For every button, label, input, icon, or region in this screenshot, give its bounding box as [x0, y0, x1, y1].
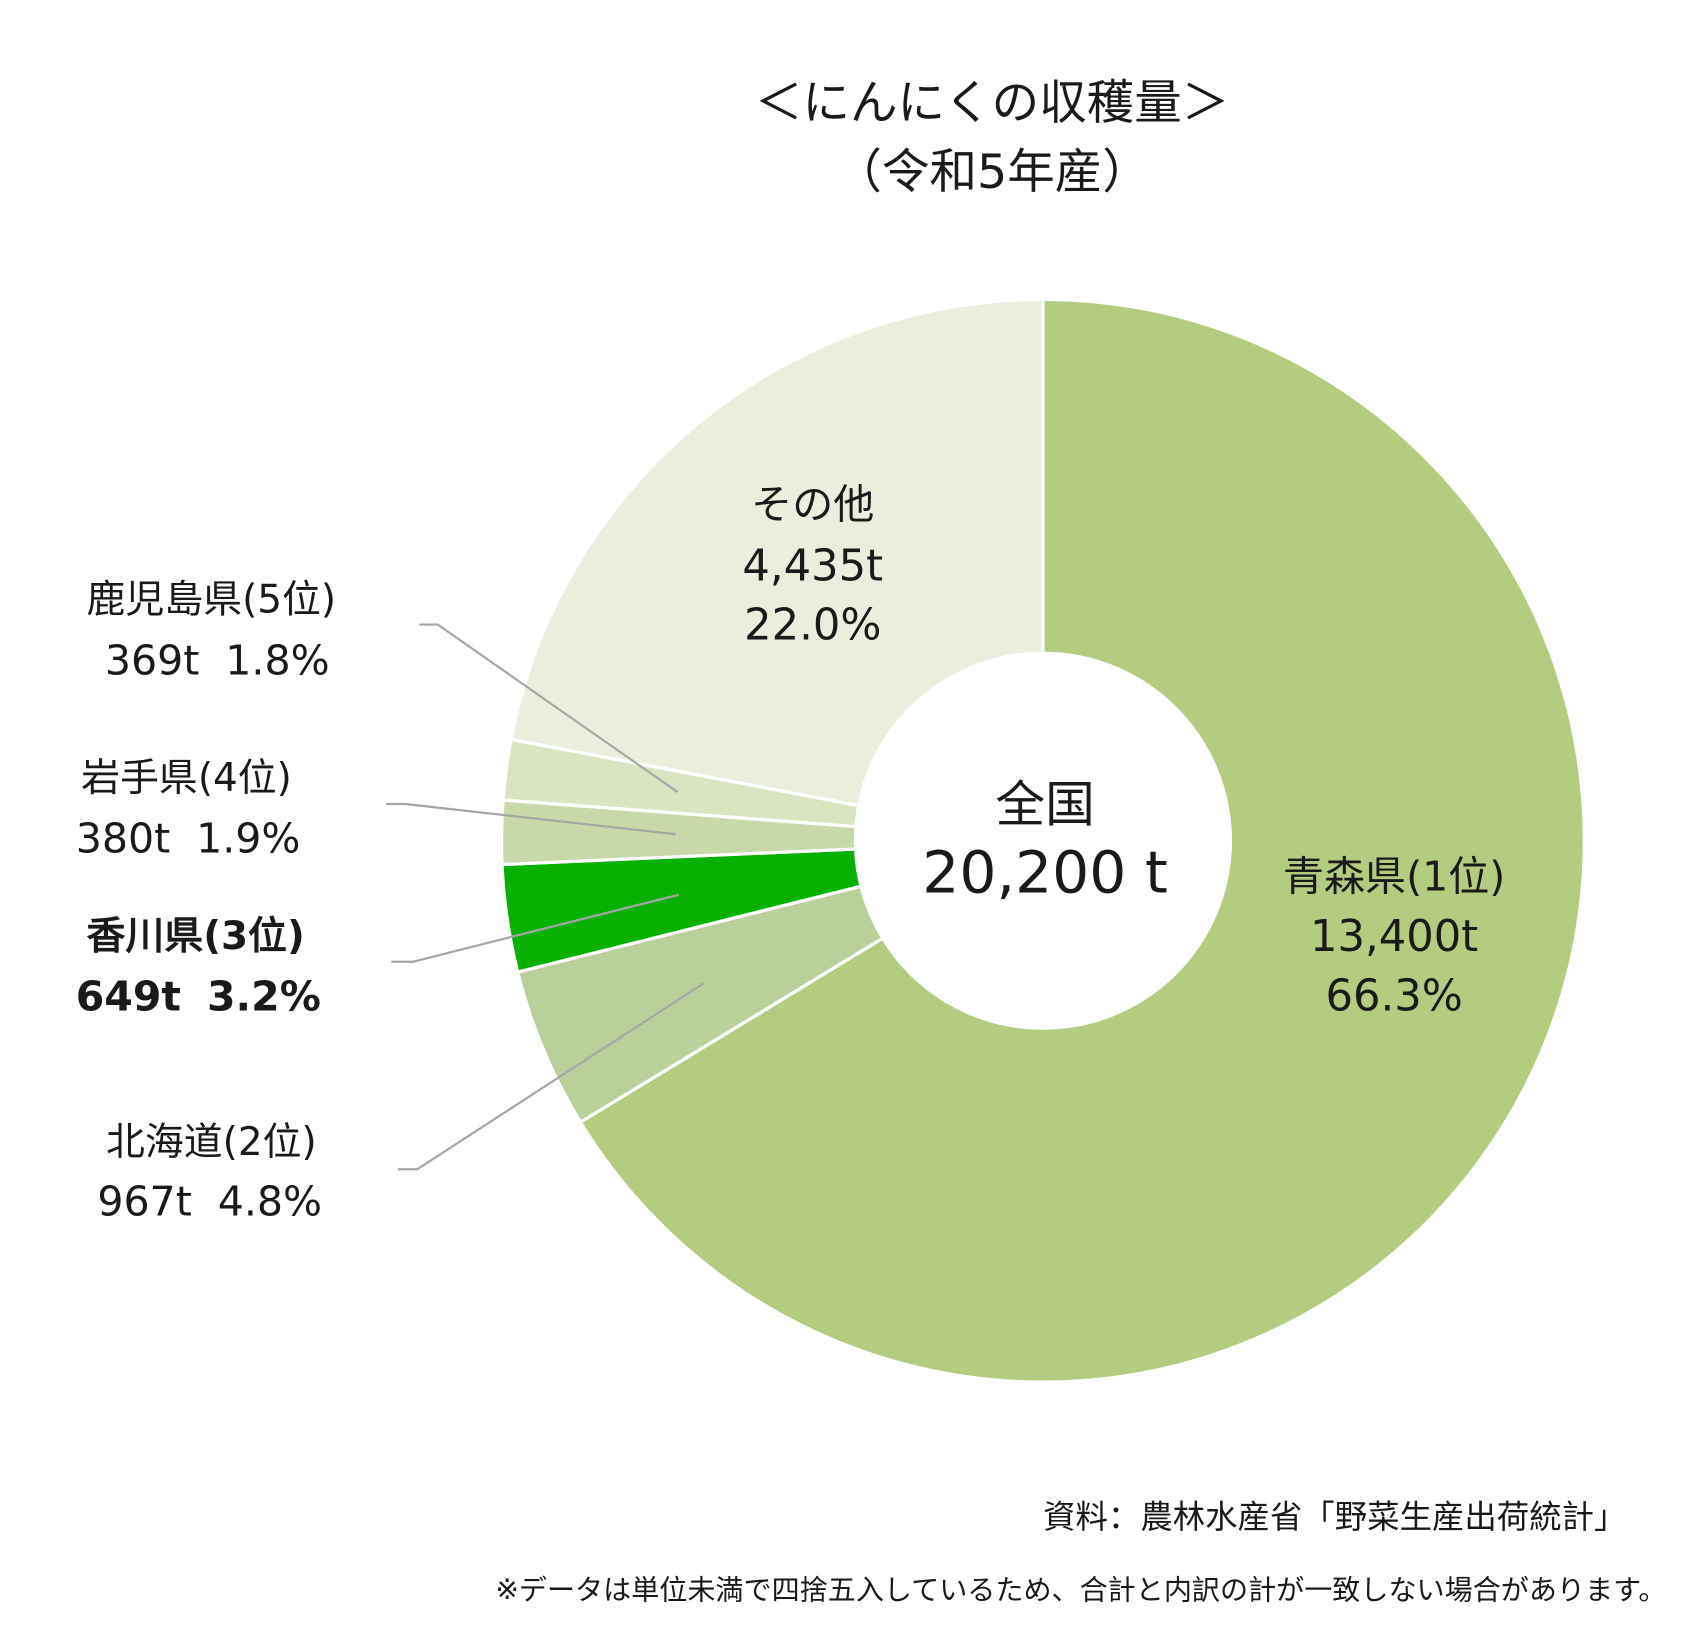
label-kagoshima-name: 鹿児島県(5位) — [87, 578, 337, 623]
slice-5 — [509, 297, 1045, 843]
label-aomori-name: 青森県(1位) — [1283, 852, 1505, 900]
rounding-note: ※データは単位未満で四捨五入しているため、合計と内訳の計が一致しない場合がありま… — [495, 1573, 1666, 1606]
label-kagoshima-value: 369t 1.8% — [105, 636, 330, 684]
label-iwate-value: 380t 1.9% — [76, 815, 301, 863]
label-iwate-amount: 380t — [76, 815, 170, 863]
label-other-name: その他 — [751, 481, 874, 529]
label-kagoshima-pct: 1.8% — [225, 636, 329, 684]
label-aomori-value: 13,400t — [1310, 912, 1478, 962]
label-kagawa-value: 649t 3.2% — [76, 972, 321, 1020]
donut-hole — [853, 651, 1233, 1030]
label-kagoshima-amount: 369t — [105, 636, 199, 684]
chart-title: ＜にんにくの収穫量＞ — [755, 76, 1229, 131]
center-value: 20,200 t — [922, 839, 1168, 907]
label-kagawa-amount: 649t — [76, 972, 181, 1020]
leader-line-kagawa — [391, 893, 680, 963]
center-label: 全国 — [995, 775, 1094, 833]
chart-subtitle: （令和5年産） — [834, 145, 1149, 200]
label-other-pct: 22.0% — [744, 601, 881, 651]
label-hokkaido-pct: 4.8% — [218, 1178, 322, 1226]
label-hokkaido-value: 967t 4.8% — [97, 1178, 322, 1226]
label-kagawa-pct: 3.2% — [207, 972, 321, 1020]
leader-line-hokkaido — [397, 982, 705, 1171]
label-aomori-pct: 66.3% — [1325, 971, 1462, 1021]
source-note: 資料：農林水産省「野菜生産出荷統計」 — [1043, 1498, 1626, 1536]
leader-line-kagoshima — [419, 623, 679, 793]
label-iwate-pct: 1.9% — [196, 815, 300, 863]
label-hokkaido-name: 北海道(2位) — [106, 1120, 317, 1165]
leader-line-iwate — [385, 802, 676, 836]
label-kagawa-name: 香川県(3位) — [87, 914, 305, 959]
label-other-value: 4,435t — [742, 541, 883, 591]
label-hokkaido-amount: 967t — [97, 1178, 191, 1226]
label-iwate-name: 岩手県(4位) — [81, 756, 292, 801]
